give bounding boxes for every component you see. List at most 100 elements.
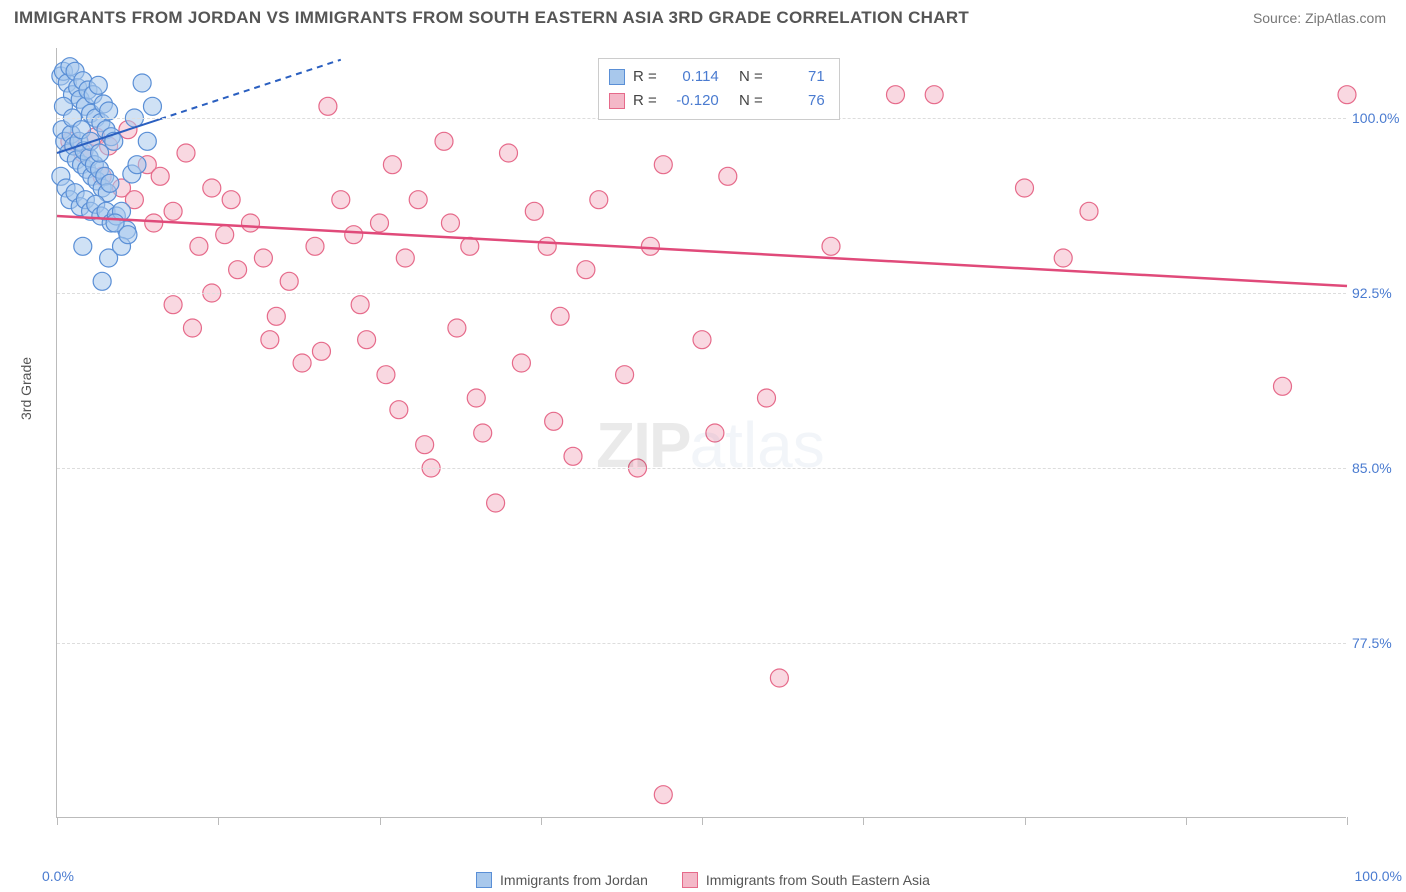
n-label: N = [739,89,763,113]
sea-point [564,447,582,465]
sea-point [254,249,272,267]
sea-point [770,669,788,687]
sea-point [177,144,195,162]
sea-point [474,424,492,442]
n-value: 76 [771,89,825,113]
jordan-trendline-dashed [160,60,341,119]
sea-point [267,307,285,325]
sea-point [654,156,672,174]
sea-point [409,191,427,209]
sea-point [222,191,240,209]
sea-point [758,389,776,407]
source-attribution: Source: ZipAtlas.com [1253,10,1386,26]
jordan-point [119,226,137,244]
source-name: ZipAtlas.com [1305,10,1386,26]
x-tick [57,817,58,825]
gridline [57,643,1346,644]
sea-point [371,214,389,232]
sea-point [551,307,569,325]
sea-point [925,86,943,104]
legend-label-sea: Immigrants from South Eastern Asia [706,872,930,888]
jordan-point [128,156,146,174]
jordan-legend-swatch-icon [476,872,492,888]
sea-point [461,237,479,255]
sea-point [216,226,234,244]
correlation-row-sea: R = -0.120 N = 76 [609,89,825,113]
sea-point [396,249,414,267]
chart-title: IMMIGRANTS FROM JORDAN VS IMMIGRANTS FRO… [14,8,969,28]
sea-point [467,389,485,407]
y-tick-label: 100.0% [1352,110,1406,126]
sea-point [332,191,350,209]
jordan-point [138,132,156,150]
correlation-row-jordan: R = 0.114 N = 71 [609,65,825,89]
jordan-swatch-icon [609,69,625,85]
r-label: R = [633,65,657,89]
sea-point [261,331,279,349]
sea-point [525,202,543,220]
sea-point [545,412,563,430]
sea-point [706,424,724,442]
sea-point [641,237,659,255]
x-tick [380,817,381,825]
legend-item-sea: Immigrants from South Eastern Asia [682,872,930,888]
legend-item-jordan: Immigrants from Jordan [476,872,648,888]
sea-point [822,237,840,255]
sea-point [293,354,311,372]
sea-point [145,214,163,232]
sea-swatch-icon [609,93,625,109]
gridline [57,468,1346,469]
y-axis-label: 3rd Grade [18,357,34,420]
chart-header: IMMIGRANTS FROM JORDAN VS IMMIGRANTS FRO… [0,0,1406,28]
x-tick [863,817,864,825]
x-tick [541,817,542,825]
sea-point [538,237,556,255]
sea-point [319,97,337,115]
sea-point [887,86,905,104]
sea-point [1080,202,1098,220]
sea-point [416,436,434,454]
sea-point [358,331,376,349]
x-tick [1025,817,1026,825]
sea-point [351,296,369,314]
sea-point [345,226,363,244]
n-label: N = [739,65,763,89]
sea-point [306,237,324,255]
jordan-point [74,237,92,255]
sea-point [280,272,298,290]
sea-point [441,214,459,232]
jordan-point [101,174,119,192]
y-tick-label: 77.5% [1352,635,1406,651]
sea-point [1274,377,1292,395]
sea-point [383,156,401,174]
sea-point [183,319,201,337]
jordan-point [133,74,151,92]
y-tick-label: 85.0% [1352,460,1406,476]
x-tick [218,817,219,825]
correlation-legend-box: R = 0.114 N = 71 R = -0.120 N = 76 [598,58,840,120]
sea-point [1338,86,1356,104]
y-tick-label: 92.5% [1352,285,1406,301]
x-tick [1347,817,1348,825]
sea-point [500,144,518,162]
sea-trendline [57,216,1347,286]
jordan-point [93,272,111,290]
sea-point [164,202,182,220]
bottom-legend: Immigrants from Jordan Immigrants from S… [0,872,1406,888]
sea-point [190,237,208,255]
chart-container: 77.5%85.0%92.5%100.0% R = 0.114 N = 71 R… [56,48,1346,818]
sea-point [487,494,505,512]
r-label: R = [633,89,657,113]
sea-point [312,342,330,360]
sea-legend-swatch-icon [682,872,698,888]
jordan-point [89,76,107,94]
r-value: 0.114 [665,65,719,89]
sea-point [577,261,595,279]
sea-point [693,331,711,349]
sea-point [512,354,530,372]
sea-point [654,786,672,804]
sea-point [435,132,453,150]
legend-label-jordan: Immigrants from Jordan [500,872,648,888]
sea-point [229,261,247,279]
scatter-plot-svg [57,48,1347,818]
